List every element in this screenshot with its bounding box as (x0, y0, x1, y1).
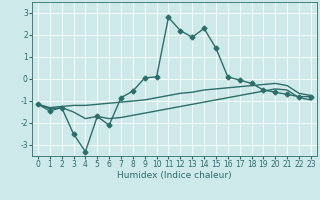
X-axis label: Humidex (Indice chaleur): Humidex (Indice chaleur) (117, 171, 232, 180)
